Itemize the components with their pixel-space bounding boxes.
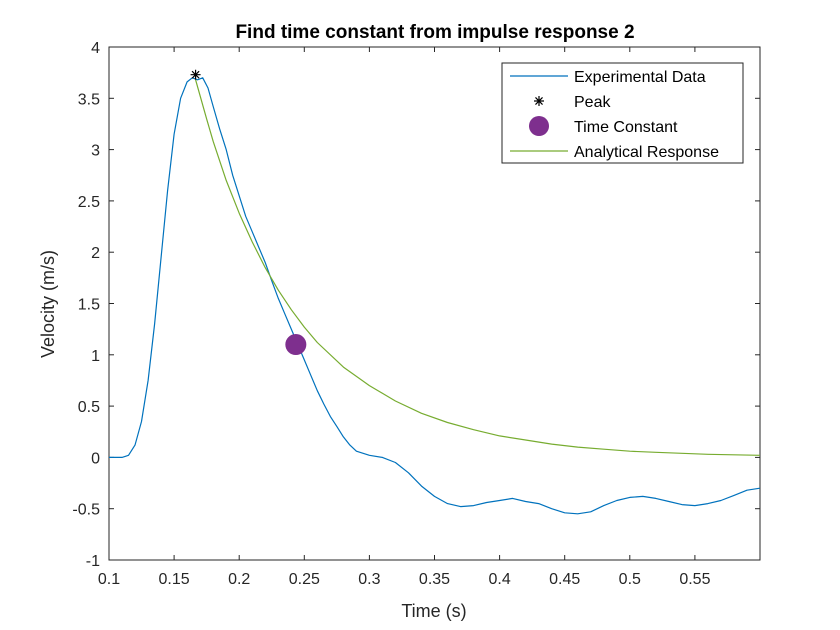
legend: Experimental Data Peak Time Constant Analyt… bbox=[501, 62, 744, 164]
y-tick-label: 3.5 bbox=[78, 91, 100, 108]
y-tick-label: 4 bbox=[91, 40, 100, 57]
y-tick-label: 1 bbox=[91, 348, 100, 365]
legend-swatch-peak bbox=[534, 96, 544, 106]
y-tick-label: 2.5 bbox=[78, 194, 100, 211]
legend-label-peak: Peak bbox=[574, 94, 611, 111]
x-axis-label: Time (s) bbox=[401, 601, 466, 621]
y-tick-label: 1.5 bbox=[78, 297, 100, 314]
data-layer bbox=[109, 69, 760, 515]
x-tick-label: 0.2 bbox=[228, 571, 250, 588]
y-tick-label: 0.5 bbox=[78, 399, 100, 416]
x-tick-label: 0.4 bbox=[488, 571, 510, 588]
x-tick-label: 0.5 bbox=[619, 571, 641, 588]
x-tick-label: 0.15 bbox=[159, 571, 190, 588]
legend-box bbox=[501, 62, 744, 164]
legend-label-analytical-response: Analytical Response bbox=[574, 144, 719, 161]
chart-title: Find time constant from impulse response… bbox=[235, 22, 634, 43]
legend-label-experimental-data: Experimental Data bbox=[574, 69, 706, 86]
x-tick-label: 0.1 bbox=[98, 571, 120, 588]
legend-label-time-constant: Time Constant bbox=[574, 119, 678, 136]
time-constant-marker bbox=[285, 334, 307, 356]
x-tick-label: 0.25 bbox=[289, 571, 320, 588]
x-tick-label: 0.35 bbox=[419, 571, 450, 588]
y-tick-label: -0.5 bbox=[72, 502, 100, 519]
y-tick-label: 3 bbox=[91, 143, 100, 160]
legend-swatch-time-constant bbox=[529, 116, 549, 136]
y-tick-label: 0 bbox=[91, 450, 100, 467]
x-tick-label: 0.3 bbox=[358, 571, 380, 588]
y-tick-label: 2 bbox=[91, 245, 100, 262]
x-tick-label: 0.45 bbox=[549, 571, 580, 588]
x-tick-label: 0.55 bbox=[679, 571, 710, 588]
y-axis-label: Velocity (m/s) bbox=[38, 250, 58, 358]
series-line-analytical-response bbox=[195, 79, 760, 456]
peak-marker bbox=[190, 69, 201, 80]
series-line-experimental-data bbox=[109, 77, 760, 515]
y-tick-label: -1 bbox=[86, 553, 100, 570]
